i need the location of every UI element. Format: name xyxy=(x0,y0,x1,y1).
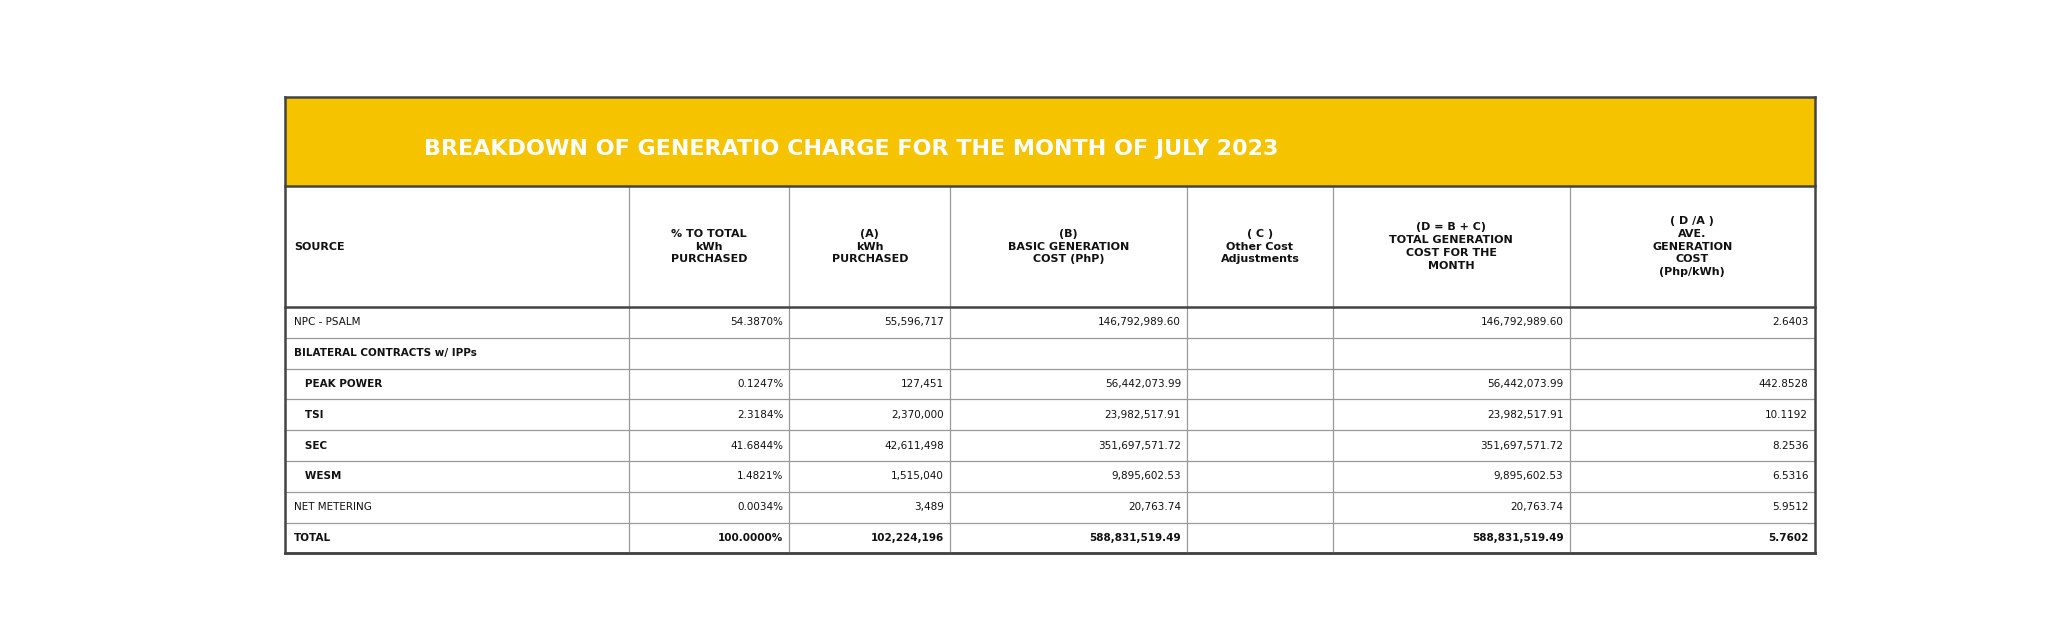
Text: PEAK POWER: PEAK POWER xyxy=(295,379,383,389)
Text: BILATERAL CONTRACTS w/ IPPs: BILATERAL CONTRACTS w/ IPPs xyxy=(295,348,477,358)
Text: 351,697,571.72: 351,697,571.72 xyxy=(1481,440,1563,451)
Text: 102,224,196: 102,224,196 xyxy=(870,533,944,543)
Text: 42,611,498: 42,611,498 xyxy=(885,440,944,451)
Text: 20,763.74: 20,763.74 xyxy=(1511,502,1563,512)
Text: ( D /A )
AVE.
GENERATION
COST
(Php/kWh): ( D /A ) AVE. GENERATION COST (Php/kWh) xyxy=(1653,216,1733,277)
Text: 351,697,571.72: 351,697,571.72 xyxy=(1098,440,1182,451)
Text: (A)
kWh
PURCHASED: (A) kWh PURCHASED xyxy=(831,229,907,264)
Text: 2.6403: 2.6403 xyxy=(1772,317,1808,327)
Bar xyxy=(285,368,1815,399)
Text: 23,982,517.91: 23,982,517.91 xyxy=(1104,410,1182,420)
Text: (B)
BASIC GENERATION
COST (PhP): (B) BASIC GENERATION COST (PhP) xyxy=(1008,229,1128,264)
Text: NET METERING: NET METERING xyxy=(295,502,373,512)
Text: 56,442,073.99: 56,442,073.99 xyxy=(1487,379,1563,389)
Bar xyxy=(285,522,1815,553)
Text: 56,442,073.99: 56,442,073.99 xyxy=(1104,379,1182,389)
Text: 5.7602: 5.7602 xyxy=(1767,533,1808,543)
Text: NPC - PSALM: NPC - PSALM xyxy=(295,317,360,327)
Text: % TO TOTAL
kWh
PURCHASED: % TO TOTAL kWh PURCHASED xyxy=(672,229,748,264)
Bar xyxy=(285,430,1815,461)
Text: (D = B + C)
TOTAL GENERATION
COST FOR THE
MONTH: (D = B + C) TOTAL GENERATION COST FOR TH… xyxy=(1389,222,1513,270)
Text: 588,831,519.49: 588,831,519.49 xyxy=(1090,533,1182,543)
Bar xyxy=(285,307,1815,337)
Text: 2.3184%: 2.3184% xyxy=(737,410,782,420)
Text: TSI: TSI xyxy=(295,410,324,420)
Text: BREAKDOWN OF GENERATIO CHARGE FOR THE MONTH OF JULY 2023: BREAKDOWN OF GENERATIO CHARGE FOR THE MO… xyxy=(424,138,1278,158)
Text: 9,895,602.53: 9,895,602.53 xyxy=(1112,471,1182,481)
Bar xyxy=(285,337,1815,368)
Bar xyxy=(285,186,1815,307)
Text: 41.6844%: 41.6844% xyxy=(731,440,782,451)
Text: 10.1192: 10.1192 xyxy=(1765,410,1808,420)
Text: 55,596,717: 55,596,717 xyxy=(885,317,944,327)
Text: 8.2536: 8.2536 xyxy=(1772,440,1808,451)
Text: WESM: WESM xyxy=(295,471,342,481)
Text: 0.0034%: 0.0034% xyxy=(737,502,782,512)
Bar xyxy=(285,97,1815,186)
Text: 3,489: 3,489 xyxy=(913,502,944,512)
Text: ( C )
Other Cost
Adjustments: ( C ) Other Cost Adjustments xyxy=(1221,229,1298,264)
Text: 5.9512: 5.9512 xyxy=(1772,502,1808,512)
Text: 588,831,519.49: 588,831,519.49 xyxy=(1473,533,1563,543)
Text: 0.1247%: 0.1247% xyxy=(737,379,782,389)
Bar xyxy=(285,492,1815,522)
Text: SOURCE: SOURCE xyxy=(295,242,344,252)
Text: 146,792,989.60: 146,792,989.60 xyxy=(1098,317,1182,327)
Text: 23,982,517.91: 23,982,517.91 xyxy=(1487,410,1563,420)
Text: 442.8528: 442.8528 xyxy=(1759,379,1808,389)
Text: 9,895,602.53: 9,895,602.53 xyxy=(1493,471,1563,481)
Text: 6.5316: 6.5316 xyxy=(1772,471,1808,481)
Bar xyxy=(285,399,1815,430)
Text: TOTAL: TOTAL xyxy=(295,533,332,543)
Text: 2,370,000: 2,370,000 xyxy=(891,410,944,420)
Text: 20,763.74: 20,763.74 xyxy=(1128,502,1182,512)
Text: 1.4821%: 1.4821% xyxy=(737,471,782,481)
Bar xyxy=(285,461,1815,492)
Text: 1,515,040: 1,515,040 xyxy=(891,471,944,481)
Text: 100.0000%: 100.0000% xyxy=(719,533,782,543)
Text: 54.3870%: 54.3870% xyxy=(731,317,782,327)
Text: SEC: SEC xyxy=(295,440,328,451)
Text: 127,451: 127,451 xyxy=(901,379,944,389)
Text: 146,792,989.60: 146,792,989.60 xyxy=(1481,317,1563,327)
